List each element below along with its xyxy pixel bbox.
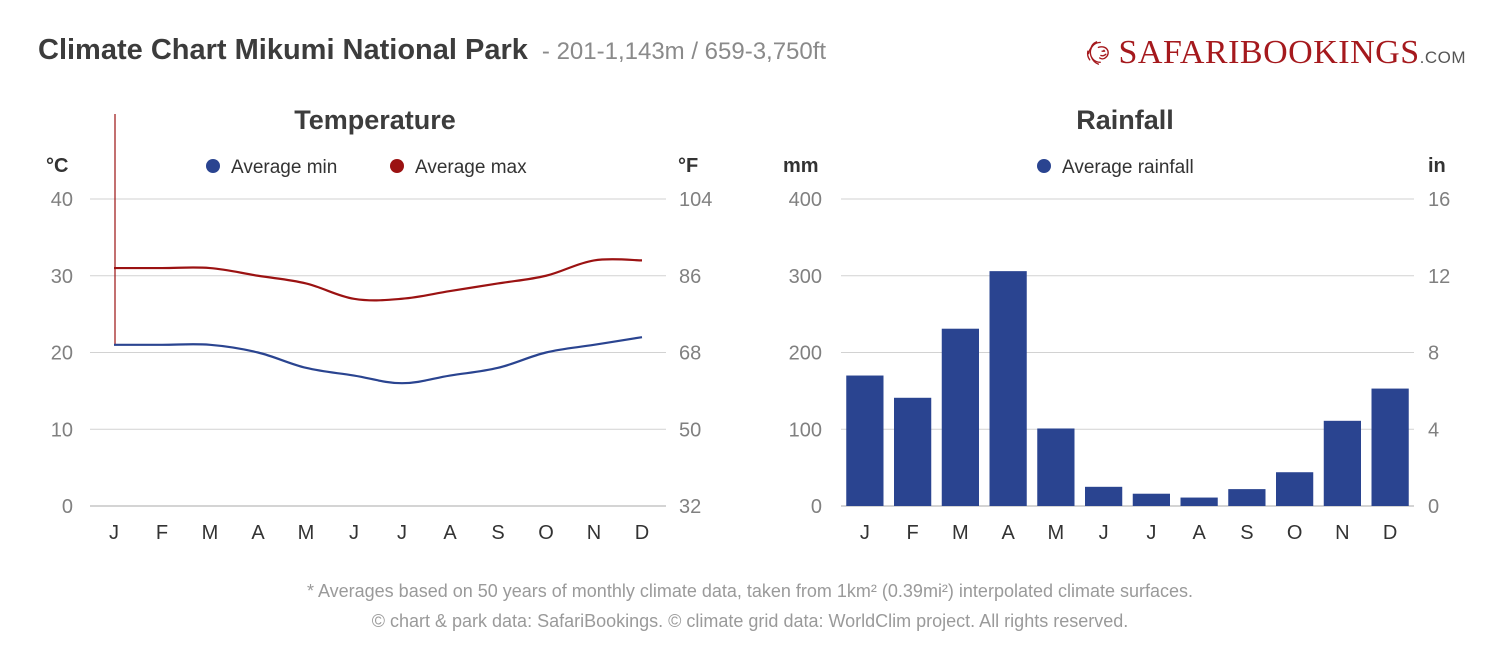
x-tick-label: M	[202, 522, 219, 544]
x-tick-label: O	[538, 522, 554, 544]
chart-title: Rainfall	[1076, 105, 1174, 135]
y-tick-label-right: 68	[679, 343, 701, 365]
axis-unit-right: in	[1428, 155, 1446, 177]
x-tick-label: J	[397, 522, 407, 544]
y-tick-label-left: 400	[789, 189, 822, 211]
rainfall-bar	[1132, 493, 1170, 506]
y-tick-label-left: 300	[789, 266, 822, 288]
logo-bookings: BOOKINGS	[1239, 34, 1420, 71]
average-max-line	[114, 258, 643, 302]
rainfall-bar	[1371, 388, 1409, 506]
y-tick-label-right: 12	[1428, 266, 1450, 288]
page-title: Climate Chart Mikumi National Park	[38, 34, 528, 66]
rainfall-bar	[1085, 486, 1123, 506]
x-tick-label: J	[109, 522, 119, 544]
axis-unit-left: °C	[46, 155, 68, 177]
legend-marker	[206, 159, 220, 173]
lion-icon	[1086, 41, 1109, 65]
x-tick-label: A	[251, 522, 265, 544]
legend-label: Average rainfall	[1062, 157, 1194, 178]
y-tick-label-left: 0	[62, 496, 73, 518]
rainfall-bar	[1180, 497, 1218, 506]
y-tick-label-left: 0	[811, 496, 822, 518]
y-tick-label-right: 86	[679, 266, 701, 288]
rainfall-bar	[1228, 489, 1266, 506]
x-tick-label: D	[1383, 522, 1397, 544]
y-tick-label-left: 200	[789, 343, 822, 365]
average-min-line	[113, 336, 643, 385]
y-tick-label-right: 16	[1428, 189, 1450, 211]
x-tick-label: N	[1335, 522, 1349, 544]
x-tick-label: N	[587, 522, 601, 544]
x-tick-label: S	[1240, 522, 1253, 544]
rainfall-bar	[989, 271, 1027, 506]
x-tick-label: M	[298, 522, 315, 544]
x-tick-label: A	[443, 522, 457, 544]
legend-marker	[390, 159, 404, 173]
y-tick-label-left: 10	[51, 419, 73, 441]
rainfall-bar	[1276, 472, 1314, 506]
y-tick-label-left: 40	[51, 189, 73, 211]
x-tick-label: J	[1099, 522, 1109, 544]
logo-wordmark: SAFARIBOOKINGS.COM	[1119, 36, 1466, 70]
axis-unit-left: mm	[783, 155, 819, 177]
logo-dotcom: .COM	[1419, 48, 1466, 67]
safaribookings-logo[interactable]: SAFARIBOOKINGS.COM	[1086, 30, 1466, 76]
y-tick-label-left: 30	[51, 266, 73, 288]
x-tick-label: A	[1192, 522, 1206, 544]
y-tick-label-right: 32	[679, 496, 701, 518]
legend-label: Average max	[415, 157, 527, 178]
rainfall-bar	[1037, 428, 1075, 506]
rainfall-bar	[1323, 420, 1361, 506]
x-tick-label: J	[860, 522, 870, 544]
y-tick-label-right: 0	[1428, 496, 1439, 518]
chart-title: Temperature	[294, 105, 456, 135]
legend-label: Average min	[231, 157, 337, 178]
y-tick-label-right: 50	[679, 419, 701, 441]
footer-note: * Averages based on 50 years of monthly …	[306, 581, 1194, 601]
page-subtitle: - 201-1,143m / 659-3,750ft	[541, 38, 827, 65]
x-tick-label: F	[907, 522, 919, 544]
rainfall-bar	[894, 397, 932, 506]
x-tick-label: M	[952, 522, 969, 544]
y-tick-label-right: 104	[679, 189, 712, 211]
rainfall-bar	[941, 328, 979, 506]
page-header: Climate Chart Mikumi National Park - 201…	[38, 34, 826, 74]
rainfall-bar	[846, 375, 884, 506]
x-tick-label: J	[1146, 522, 1156, 544]
x-tick-label: A	[1001, 522, 1015, 544]
footer-copyright: © chart & park data: SafariBookings. © c…	[371, 611, 1129, 631]
y-tick-label-left: 100	[789, 419, 822, 441]
x-tick-label: S	[491, 522, 504, 544]
legend-marker	[1037, 159, 1051, 173]
x-tick-label: M	[1048, 522, 1065, 544]
logo-safari: SAFARI	[1118, 34, 1240, 71]
axis-unit-right: °F	[678, 155, 698, 177]
y-tick-label-left: 20	[51, 343, 73, 365]
x-tick-label: F	[156, 522, 168, 544]
x-tick-label: D	[635, 522, 649, 544]
x-tick-label: O	[1287, 522, 1303, 544]
x-tick-label: J	[349, 522, 359, 544]
y-tick-label-right: 4	[1428, 419, 1439, 441]
y-tick-label-right: 8	[1428, 343, 1439, 365]
